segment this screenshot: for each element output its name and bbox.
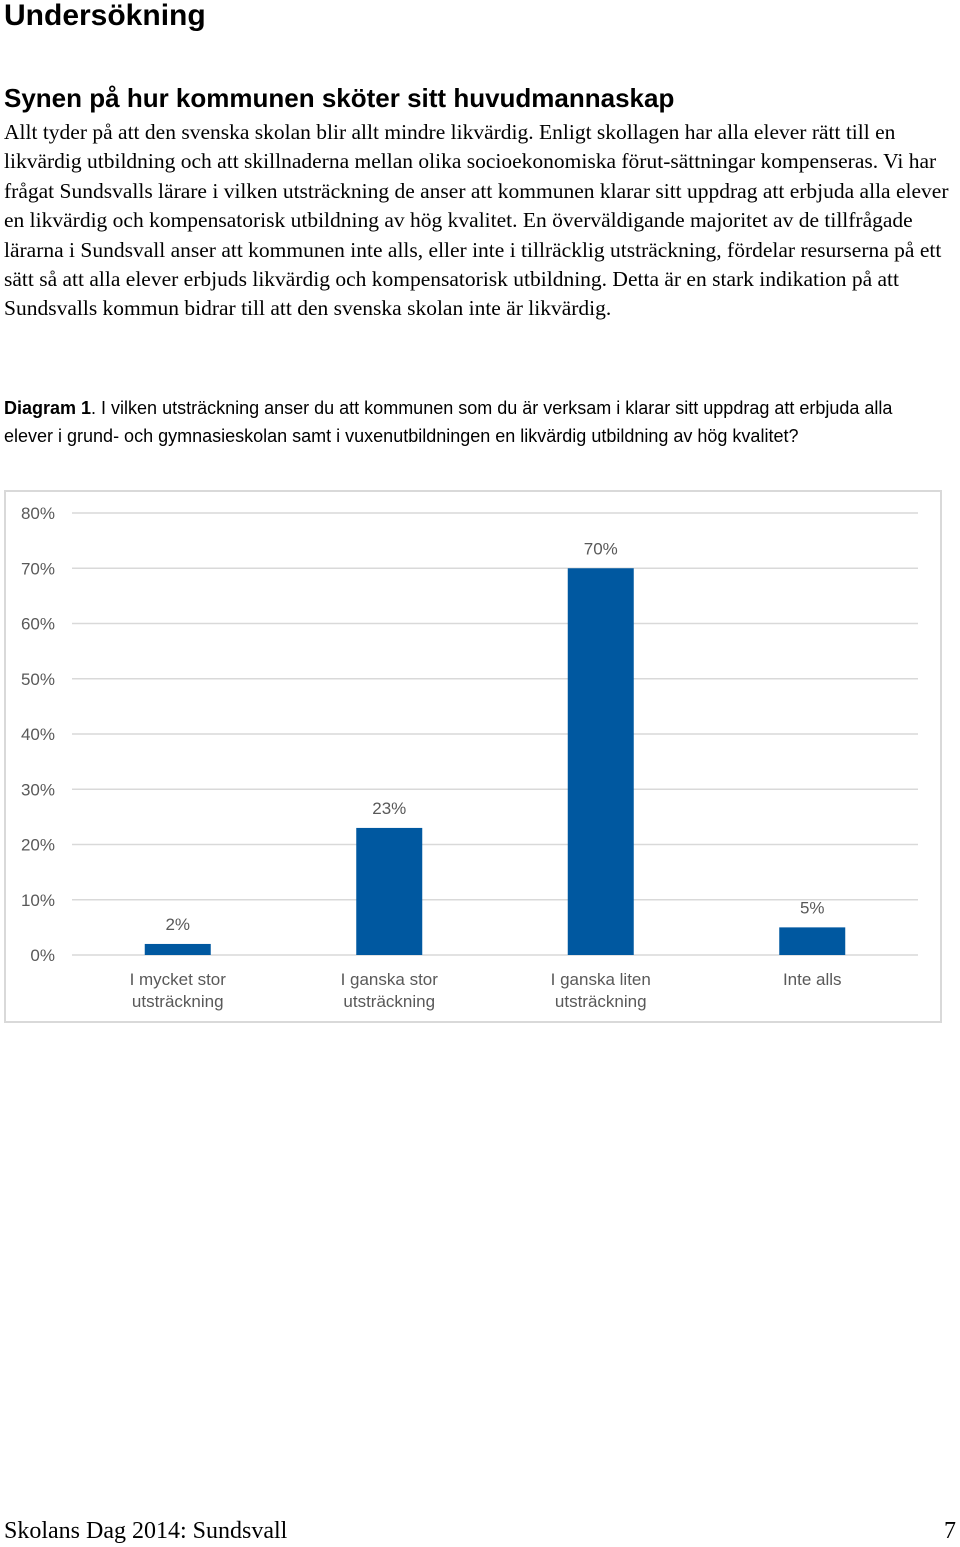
data-label: 70% — [584, 539, 618, 558]
data-label: 2% — [165, 915, 190, 934]
section-title: Synen på hur kommunen sköter sitt huvudm… — [4, 83, 675, 113]
bar-chart: 0% 10% 20% 30% 40% 50% 60% 70% 80% 2% I mycket sto… — [4, 490, 942, 1023]
x-tick-label: utsträckning — [132, 992, 224, 1011]
chart-caption: Diagram 1. I vilken utsträckning anser d… — [4, 395, 904, 450]
x-tick-label: utsträckning — [555, 992, 647, 1011]
y-tick-label: 10% — [21, 891, 55, 910]
caption-label: Diagram 1 — [4, 398, 92, 418]
x-tick-label: I ganska stor — [341, 970, 439, 989]
data-label: 5% — [800, 898, 825, 917]
bar — [144, 943, 211, 955]
x-tick-label: Inte alls — [783, 970, 842, 989]
bar — [779, 927, 846, 955]
y-tick-label: 50% — [21, 670, 55, 689]
data-label: 23% — [372, 799, 406, 818]
x-tick-label: utsträckning — [343, 992, 435, 1011]
bar — [567, 568, 634, 955]
footer-title: Skolans Dag 2014: Sundsvall — [4, 1518, 288, 1544]
bar — [356, 827, 423, 955]
caption-text: . I vilken utsträckning anser du att kom… — [4, 398, 893, 446]
y-tick-label: 60% — [21, 615, 55, 634]
y-tick-label: 70% — [21, 559, 55, 578]
page-number: 7 — [944, 1518, 956, 1544]
y-tick-label: 30% — [21, 780, 55, 799]
bar-chart-svg: 0% 10% 20% 30% 40% 50% 60% 70% 80% 2% I mycket sto… — [21, 504, 918, 1011]
x-tick-label: I mycket stor — [130, 970, 227, 989]
y-tick-label: 20% — [21, 836, 55, 855]
body-text: Allt tyder på att den svenska skolan bli… — [4, 120, 949, 321]
y-tick-label: 0% — [30, 946, 55, 965]
page-title: Undersökning — [4, 0, 206, 32]
y-tick-label: 80% — [21, 504, 55, 523]
y-tick-label: 40% — [21, 725, 55, 744]
x-tick-label: I ganska liten — [551, 970, 651, 989]
